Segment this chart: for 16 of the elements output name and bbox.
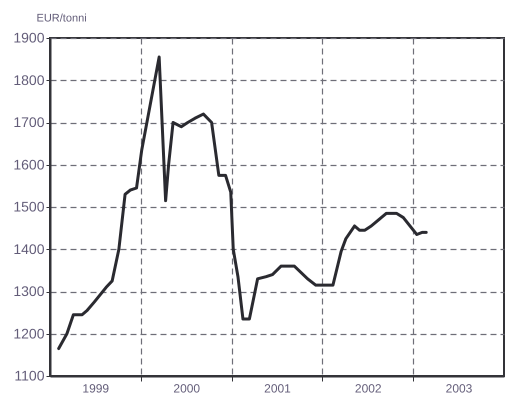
y-axis-title: EUR/tonni [36,12,87,24]
y-tick-label: 1500 [13,198,45,214]
y-tick-label: 1300 [13,283,45,299]
y-tick-label: 1800 [13,72,45,88]
y-tick-label: 1200 [13,325,45,342]
y-tick-label: 1600 [13,156,45,172]
x-tick-label: 2002 [354,382,382,396]
y-tick-label: 1400 [13,240,45,257]
x-tick-label: 2001 [264,382,292,396]
y-tick-label: 1100 [14,368,45,384]
x-tick-label: 2000 [173,382,200,396]
y-tick-label: 1900 [13,30,45,46]
y-tick-label: 1700 [13,114,45,130]
x-tick-label: 1999 [82,382,110,396]
x-tick-label: 2003 [446,382,473,396]
line-series [57,56,428,350]
